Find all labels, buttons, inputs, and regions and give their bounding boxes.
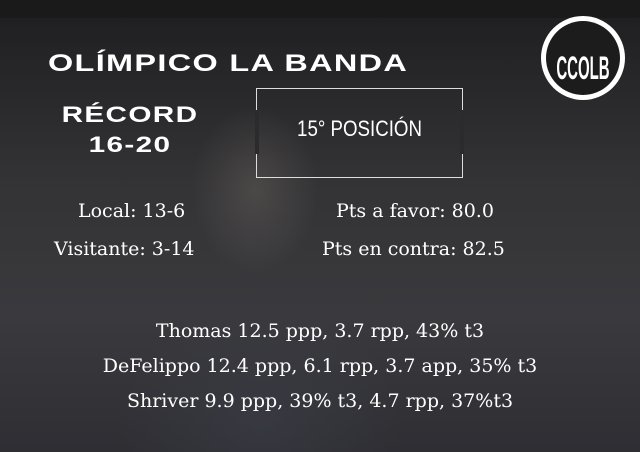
frame-gap-right xyxy=(460,110,464,154)
player-line: Shriver 9.9 ppp, 39% t3, 4.7 rpp, 37%t3 xyxy=(126,390,514,412)
stat-pts-contra: Pts en contra: 82.5 xyxy=(322,238,505,260)
top-shadow xyxy=(0,0,640,18)
record-value: 16-20 xyxy=(88,132,172,157)
club-logo: CCOLB xyxy=(541,16,625,100)
stat-visitante: Visitante: 3-14 xyxy=(54,238,195,260)
record-label: RÉCORD xyxy=(61,102,199,127)
player-line: DeFelippo 12.4 ppp, 6.1 rpp, 3.7 app, 35… xyxy=(102,355,538,377)
frame-gap-left xyxy=(255,110,259,154)
stat-local: Local: 13-6 xyxy=(78,200,186,222)
stat-pts-favor: Pts a favor: 80.0 xyxy=(336,200,494,222)
svg-text:CCOLB: CCOLB xyxy=(556,51,609,87)
record-block: RÉCORD 16-20 xyxy=(30,100,230,160)
player-stats: Thomas 12.5 ppp, 3.7 rpp, 43% t3 DeFelip… xyxy=(0,314,640,419)
team-title: OLÍMPICO LA BANDA xyxy=(48,50,409,77)
player-line: Thomas 12.5 ppp, 3.7 rpp, 43% t3 xyxy=(155,320,485,342)
position-text: 15° POSICIÓN xyxy=(297,116,422,141)
